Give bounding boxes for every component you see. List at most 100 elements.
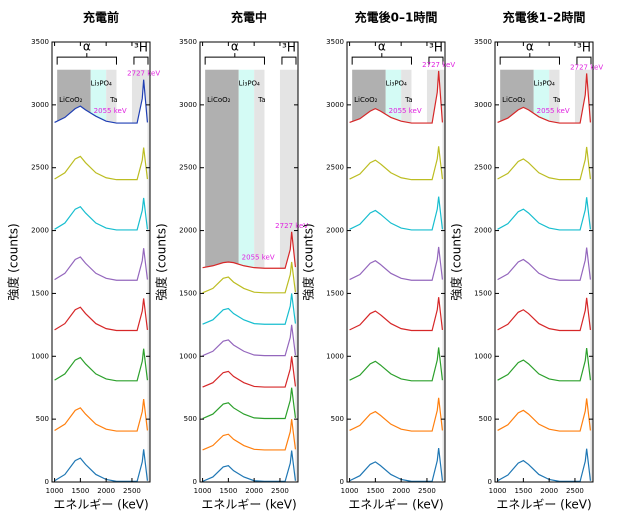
bracket bbox=[576, 56, 592, 65]
y-tick-label: 2000 bbox=[31, 227, 49, 235]
y-tick-label: 1500 bbox=[474, 289, 492, 297]
panel-title: 充電前 bbox=[83, 10, 119, 25]
spectrum-line bbox=[349, 297, 444, 332]
y-tick-label: 0 bbox=[488, 478, 492, 486]
panel: 充電後0–1時間 LiCoO₂ Li₃PO₄ Ta α ³H 2055 keV 2727 ke… bbox=[301, 10, 456, 512]
spectrum-line bbox=[202, 387, 297, 420]
x-tick-label: 1500 bbox=[71, 487, 89, 495]
x-axis-label: エネルギー (keV) bbox=[201, 498, 296, 512]
x-tick-label: 2000 bbox=[97, 487, 115, 495]
y-tick-label: 0 bbox=[193, 478, 197, 486]
bracket bbox=[56, 56, 117, 65]
spectrum-line bbox=[349, 397, 444, 432]
y-tick-label: 500 bbox=[479, 415, 492, 423]
bracket-label: ³H bbox=[282, 41, 296, 55]
panel: 充電中 LiCoO₂ Li₃PO₄ Ta α ³H 2055 keV 2727 keV 0 500… bbox=[154, 10, 309, 512]
panel: 充電前 LiCoO₂ Li₃PO₄ Ta α ³H 2055 keV 2727 keV 0 500… bbox=[6, 10, 161, 512]
annotation: 2727 keV bbox=[570, 63, 603, 71]
x-tick-label: 2500 bbox=[271, 487, 289, 495]
spectrum-line bbox=[349, 70, 444, 124]
bracket-label: ³H bbox=[134, 41, 148, 55]
y-tick-label: 2000 bbox=[179, 227, 197, 235]
spectrum-line bbox=[349, 246, 444, 281]
annotation: 2055 keV bbox=[389, 107, 422, 115]
bracket bbox=[428, 56, 444, 65]
y-tick-label: 3000 bbox=[326, 101, 344, 109]
x-tick-label: 2000 bbox=[245, 487, 263, 495]
spectrum-line bbox=[202, 356, 297, 388]
spectrum-line bbox=[54, 348, 149, 382]
spectrum-line bbox=[202, 324, 297, 357]
annotation: 2727 keV bbox=[127, 70, 160, 78]
y-tick-label: 2500 bbox=[474, 164, 492, 172]
annotation: 2727 keV bbox=[422, 61, 455, 69]
x-tick-label: 1500 bbox=[366, 487, 384, 495]
spectrum-line bbox=[497, 73, 592, 124]
y-tick-label: 0 bbox=[45, 478, 49, 486]
y-tick-label: 3000 bbox=[31, 101, 49, 109]
spectrum-line bbox=[54, 197, 149, 231]
spectrum-line bbox=[349, 196, 444, 231]
bracket-label: α bbox=[378, 40, 386, 54]
region-label: Ta bbox=[109, 96, 117, 104]
region-label: Li₃PO₄ bbox=[239, 79, 260, 87]
region-label: Li₃PO₄ bbox=[386, 79, 407, 87]
spectrum-line bbox=[202, 261, 297, 294]
annotation: 2055 keV bbox=[537, 107, 570, 115]
x-tick-label: 2500 bbox=[566, 487, 584, 495]
y-tick-label: 1500 bbox=[179, 289, 197, 297]
annotation: 2055 keV bbox=[94, 107, 127, 115]
spectrum-line bbox=[349, 447, 444, 482]
y-tick-label: 0 bbox=[340, 478, 344, 486]
spectrum-line bbox=[349, 347, 444, 382]
y-tick-label: 500 bbox=[184, 415, 197, 423]
x-tick-label: 1500 bbox=[219, 487, 237, 495]
top-area-mask bbox=[202, 231, 296, 482]
y-tick-label: 3000 bbox=[179, 101, 197, 109]
y-tick-label: 3500 bbox=[179, 38, 197, 46]
spectrum-line bbox=[497, 348, 592, 382]
x-axis-label: エネルギー (keV) bbox=[53, 498, 148, 512]
bracket bbox=[499, 56, 560, 65]
region-label: LiCoO₂ bbox=[59, 96, 83, 104]
top-area-mask bbox=[497, 73, 591, 482]
y-tick-label: 500 bbox=[36, 415, 49, 423]
axes-frame bbox=[494, 41, 594, 483]
y-tick-label: 1000 bbox=[326, 352, 344, 360]
axes-frame bbox=[199, 41, 299, 483]
y-tick-label: 3500 bbox=[31, 38, 49, 46]
y-tick-label: 1500 bbox=[31, 289, 49, 297]
spectrum-line bbox=[497, 247, 592, 281]
y-tick-label: 1000 bbox=[179, 352, 197, 360]
top-area-mask bbox=[54, 79, 148, 482]
x-tick-label: 2000 bbox=[540, 487, 558, 495]
y-tick-label: 3500 bbox=[474, 38, 492, 46]
spectrum-line bbox=[54, 147, 149, 181]
axes-frame bbox=[51, 41, 151, 483]
x-axis-label: エネルギー (keV) bbox=[496, 498, 591, 512]
x-tick-label: 1000 bbox=[46, 487, 64, 495]
y-tick-label: 2500 bbox=[31, 164, 49, 172]
y-tick-label: 3500 bbox=[326, 38, 344, 46]
y-tick-label: 1000 bbox=[31, 352, 49, 360]
bracket bbox=[133, 56, 149, 65]
region-label: LiCoO₂ bbox=[354, 96, 378, 104]
x-tick-label: 1000 bbox=[341, 487, 359, 495]
x-tick-label: 2500 bbox=[418, 487, 436, 495]
bracket-label: α bbox=[231, 40, 239, 54]
spectrum-line bbox=[497, 398, 592, 432]
panel-title: 充電後1–2時間 bbox=[503, 10, 586, 25]
x-tick-label: 1000 bbox=[489, 487, 507, 495]
x-tick-label: 1500 bbox=[514, 487, 532, 495]
y-tick-label: 500 bbox=[331, 415, 344, 423]
x-axis-label: エネルギー (keV) bbox=[348, 498, 443, 512]
region-label: LiCoO₂ bbox=[207, 96, 231, 104]
y-axis-label: 強度 (counts) bbox=[301, 223, 316, 300]
region-label: Ta bbox=[257, 96, 265, 104]
bracket-label: α bbox=[526, 40, 534, 54]
bracket bbox=[351, 56, 412, 65]
y-axis-label: 強度 (counts) bbox=[154, 223, 169, 300]
spectrum-line bbox=[54, 449, 149, 482]
region-label: Li₃PO₄ bbox=[91, 79, 112, 87]
